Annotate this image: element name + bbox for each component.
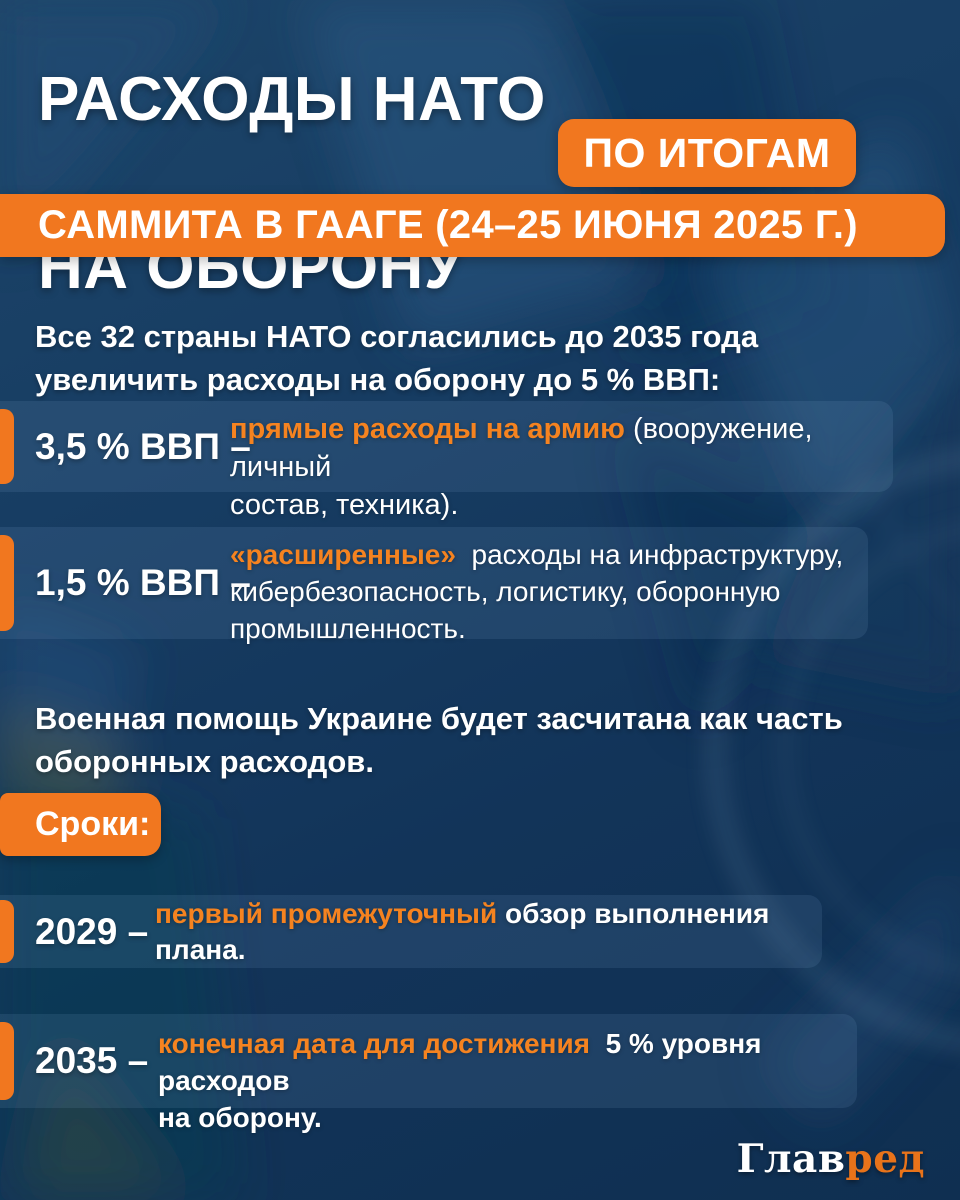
glavred-logo-part1: Глав [736, 1136, 846, 1182]
gdp-row-3-5-rest: (вооружение, личный состав, техника). [230, 413, 813, 521]
glavred-logo: Главред [737, 1136, 925, 1182]
gdp-row-1-5-label: 1,5 % ВВП – [35, 562, 251, 603]
gdp-row-3-5-highlight: прямые расходы на армию [230, 413, 625, 445]
timeline-row-2035: 2035 – конечная дата для достижения 5 % … [0, 1014, 857, 1133]
timeline-row-2035-highlight: конечная дата для достижения [158, 1028, 591, 1059]
subtitle-bar: САММИТА В ГААГЕ (24–25 ИЮНЯ 2025 Г.) [0, 194, 945, 257]
gdp-row-3-5: 3,5 % ВВП – прямые расходы на армию (воо… [0, 401, 893, 521]
timeline-row-2029-highlight: первый промежуточный [155, 897, 498, 929]
header-badge-label: ПО ИТОГАМ [583, 129, 831, 176]
timeline-row-2035-year: 2035 – [35, 1040, 149, 1081]
timeline-row-2035-description: конечная дата для достижения 5 % уровня … [158, 1025, 848, 1136]
gdp-row-3-5-label: 3,5 % ВВП – [35, 425, 251, 467]
gdp-row-1-5-highlight: «расширенные» [230, 539, 456, 570]
orange-accent-tab [0, 1022, 14, 1100]
timeline-row-2029-description: первый промежуточный обзор выполнения пл… [155, 896, 815, 968]
title-line1: РАСХОДЫ НАТО [38, 64, 546, 134]
timeline-row-2029: 2029 – первый промежуточный обзор выполн… [0, 895, 822, 968]
gdp-row-1-5-description: «расширенные» расходы на инфраструктуру,… [230, 536, 910, 647]
header-badge: ПО ИТОГАМ [558, 119, 856, 187]
timeline-row-2029-rest: обзор выполнения плана. [155, 897, 778, 965]
page-title: РАСХОДЫ НАТО НА ОБОРОНУ [38, 58, 546, 310]
gdp-row-3-5-description: прямые расходы на армию (вооружение, лич… [230, 410, 890, 524]
timeline-row-2035-rest: 5 % уровня расходов на оборону. [158, 1028, 762, 1133]
orange-accent-tab [0, 900, 14, 963]
intro-paragraph: Все 32 страны НАТО согласились до 2035 г… [35, 319, 759, 397]
orange-accent-tab [0, 535, 14, 631]
timeline-badge-label: Сроки: [35, 805, 151, 843]
timeline-badge: Сроки: [0, 793, 161, 856]
timeline-row-2029-year: 2029 – [35, 910, 149, 952]
gdp-row-1-5: 1,5 % ВВП – «расширенные» расходы на инф… [0, 527, 868, 644]
ukraine-note: Военная помощь Украине будет засчитана к… [35, 701, 843, 779]
gdp-row-1-5-rest: расходы на инфраструктуру, кибербезопасн… [230, 539, 844, 644]
orange-accent-tab [0, 409, 14, 484]
subtitle-bar-label: САММИТА В ГААГЕ (24–25 ИЮНЯ 2025 Г.) [38, 203, 858, 247]
glavred-logo-part2: ред [845, 1136, 925, 1182]
